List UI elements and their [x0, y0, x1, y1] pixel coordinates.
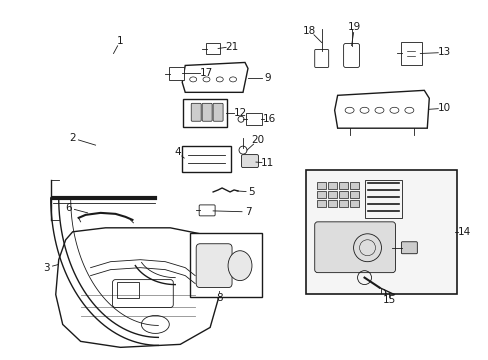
Text: 1: 1	[117, 36, 123, 46]
Text: 3: 3	[43, 263, 50, 273]
FancyBboxPatch shape	[206, 42, 220, 54]
FancyBboxPatch shape	[245, 113, 262, 125]
FancyBboxPatch shape	[339, 192, 347, 198]
Text: 21: 21	[225, 41, 238, 51]
FancyBboxPatch shape	[317, 183, 325, 189]
Polygon shape	[182, 62, 247, 92]
Text: 11: 11	[261, 158, 274, 168]
FancyBboxPatch shape	[196, 244, 232, 288]
FancyBboxPatch shape	[400, 42, 421, 65]
Text: 7: 7	[244, 207, 251, 217]
Text: 4: 4	[174, 147, 180, 157]
FancyBboxPatch shape	[327, 201, 336, 207]
Text: 18: 18	[303, 26, 316, 36]
FancyBboxPatch shape	[117, 282, 139, 298]
FancyBboxPatch shape	[349, 201, 358, 207]
FancyBboxPatch shape	[314, 50, 328, 67]
Text: 14: 14	[457, 227, 470, 237]
FancyBboxPatch shape	[191, 103, 201, 121]
FancyBboxPatch shape	[190, 233, 262, 297]
FancyBboxPatch shape	[317, 201, 325, 207]
Text: 6: 6	[65, 203, 72, 213]
Text: 19: 19	[347, 22, 361, 32]
Text: 10: 10	[437, 103, 450, 113]
Text: 8: 8	[215, 293, 222, 302]
FancyBboxPatch shape	[241, 154, 258, 167]
Polygon shape	[334, 90, 428, 128]
FancyBboxPatch shape	[349, 183, 358, 189]
FancyBboxPatch shape	[349, 192, 358, 198]
FancyBboxPatch shape	[183, 99, 226, 127]
Text: 16: 16	[263, 114, 276, 124]
Text: 20: 20	[251, 135, 264, 145]
FancyBboxPatch shape	[169, 67, 184, 80]
Text: 2: 2	[69, 133, 76, 143]
FancyBboxPatch shape	[314, 222, 395, 273]
FancyBboxPatch shape	[112, 280, 173, 307]
FancyBboxPatch shape	[327, 183, 336, 189]
FancyBboxPatch shape	[317, 192, 325, 198]
FancyBboxPatch shape	[343, 44, 359, 67]
FancyBboxPatch shape	[199, 205, 215, 216]
Text: 15: 15	[382, 294, 395, 305]
Text: 13: 13	[437, 48, 450, 58]
Ellipse shape	[227, 251, 251, 280]
Text: 5: 5	[248, 187, 255, 197]
FancyBboxPatch shape	[305, 170, 456, 293]
Text: 17: 17	[199, 68, 212, 78]
FancyBboxPatch shape	[213, 103, 223, 121]
FancyBboxPatch shape	[202, 103, 212, 121]
FancyBboxPatch shape	[339, 183, 347, 189]
FancyBboxPatch shape	[339, 201, 347, 207]
FancyBboxPatch shape	[401, 242, 416, 254]
Text: 9: 9	[264, 73, 271, 84]
FancyBboxPatch shape	[182, 146, 230, 172]
Text: 12: 12	[233, 108, 246, 118]
FancyBboxPatch shape	[327, 192, 336, 198]
